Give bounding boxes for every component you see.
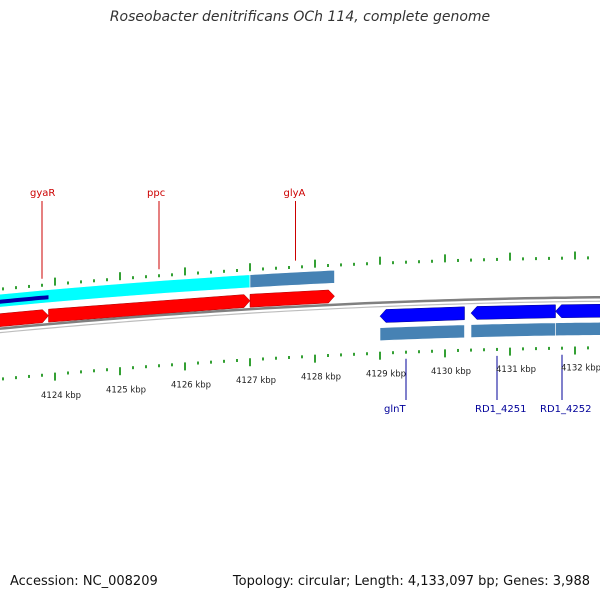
axis-tick-labels: 4124 kbp 4125 kbp 4126 kbp 4127 kbp 4128 kbp…	[41, 364, 600, 401]
gene-arrow-reverse-2	[470, 304, 556, 320]
backbone-inner	[0, 300, 600, 334]
axis-tick-label: 4124 kbp	[41, 391, 81, 401]
gene-label-ppc: ppc	[147, 188, 165, 199]
cds-band-lower-2	[470, 322, 556, 338]
lower-tick-marks	[2, 346, 589, 381]
gene-label-glnT: glnT	[384, 404, 406, 415]
gene-arrow-forward-1	[0, 309, 49, 327]
genome-backbone	[0, 295, 600, 334]
axis-tick-label: 4131 kbp	[496, 365, 536, 375]
axis-tick-label: 4129 kbp	[366, 369, 406, 379]
feature-tracks	[0, 269, 600, 342]
gene-arrow-reverse-1	[379, 306, 465, 323]
feature-labels: gyaR ppc glyA glnT RD1_4251 RD1_4252	[30, 188, 591, 415]
accession-label: Accession: NC_008209	[10, 574, 158, 589]
axis-tick-label: 4127 kbp	[236, 376, 276, 386]
axis-tick-label: 4126 kbp	[171, 380, 211, 390]
axis-tick-label: 4130 kbp	[431, 367, 471, 377]
gene-label-glyA: glyA	[284, 188, 306, 199]
gene-label-RD1_4252: RD1_4252	[540, 404, 591, 415]
gene-arrow-forward-3	[249, 289, 335, 308]
gene-arrow-reverse-3	[555, 304, 600, 318]
axis-tick-label: 4128 kbp	[301, 372, 341, 382]
cds-band-2	[249, 269, 335, 289]
cds-band-navy	[0, 295, 49, 304]
gene-label-gyaR: gyaR	[30, 188, 55, 199]
upper-tick-marks	[2, 251, 589, 291]
cds-band-lower-3	[555, 321, 600, 337]
gene-arrow-forward-2	[48, 294, 251, 323]
map-title: Roseobacter denitrificans OCh 114, compl…	[109, 9, 491, 25]
backbone-outer	[0, 295, 600, 330]
gene-label-RD1_4251: RD1_4251	[475, 404, 526, 415]
axis-tick-label: 4132 kbp	[561, 364, 600, 374]
cds-band-lower-1	[379, 324, 465, 342]
axis-tick-label: 4125 kbp	[106, 385, 146, 395]
genome-summary: Topology: circular; Length: 4,133,097 bp…	[232, 574, 590, 589]
